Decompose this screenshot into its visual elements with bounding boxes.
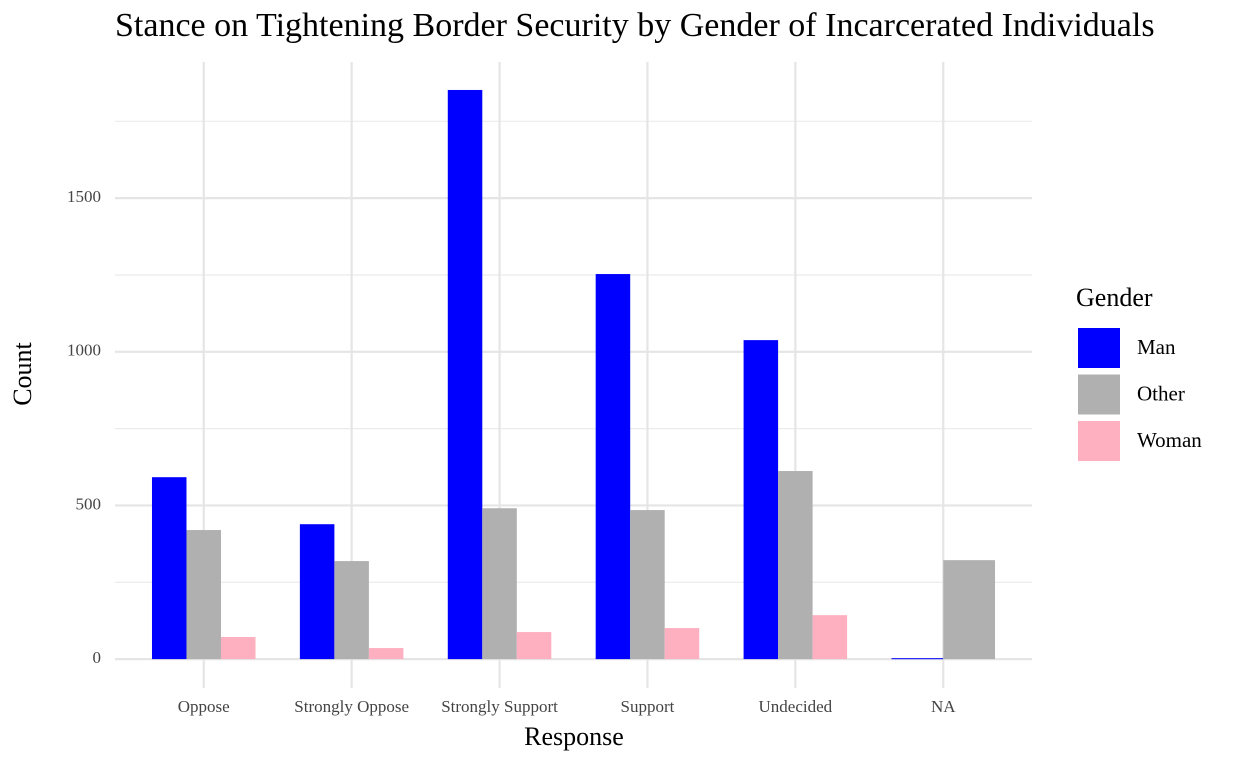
legend-title: Gender [1076,283,1153,312]
bar [595,274,631,660]
bar [299,524,335,660]
y-axis-title: Count [8,341,37,405]
x-tick-label: Oppose [178,697,230,716]
bar [334,561,369,660]
legend-key [1078,328,1120,368]
bar [778,471,813,660]
legend-key [1078,374,1120,415]
y-tick-label: 1000 [67,341,101,360]
legend-label: Other [1137,381,1185,405]
y-tick-label: 1500 [67,187,101,206]
chart-title: Stance on Tightening Border Security by … [115,7,1155,44]
x-tick-label: Strongly Support [441,697,558,716]
y-tick-label: 500 [76,494,102,513]
bar [630,510,665,660]
bar [812,615,848,660]
bar [516,632,552,660]
bar [891,658,944,660]
legend-label: Woman [1137,428,1202,452]
bar [664,628,700,660]
bar [743,340,779,660]
bar [186,530,221,660]
legend-label: Man [1137,335,1176,359]
bar [151,477,187,660]
bar [447,89,483,660]
bar [368,648,404,660]
x-axis-title: Response [524,722,624,751]
bar [943,560,996,660]
y-tick-label: 0 [93,648,102,667]
x-tick-label: Strongly Oppose [294,697,409,716]
x-tick-label: Undecided [759,697,833,716]
x-tick-label: Support [621,697,675,716]
bar [482,508,517,660]
legend-key [1078,421,1120,461]
bar [220,636,256,660]
x-tick-label: NA [931,697,956,716]
